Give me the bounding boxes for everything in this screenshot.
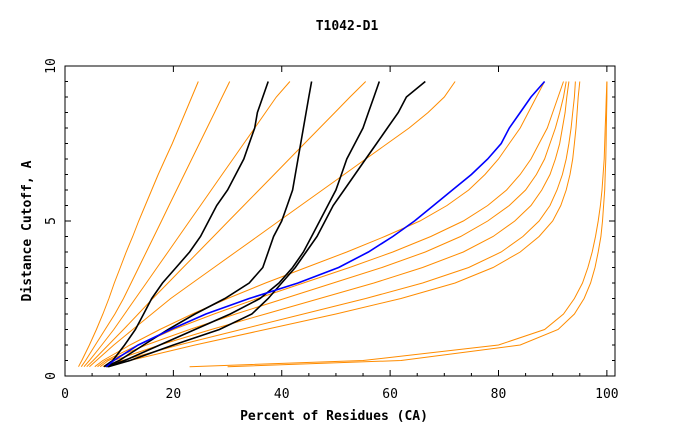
bulk-series-line-7 bbox=[99, 81, 567, 368]
x-axis-label: Percent of Residues (CA) bbox=[240, 409, 428, 424]
highlight-black-series-line-14 bbox=[105, 81, 313, 368]
highlight-blue-series-line-17 bbox=[105, 80, 546, 368]
bulk-series-line-12 bbox=[227, 81, 608, 368]
plot-frame bbox=[64, 65, 616, 377]
bulk-series-line-1 bbox=[80, 81, 231, 367]
highlight-black-series-line-16 bbox=[108, 80, 426, 368]
bulk-series-line-8 bbox=[102, 81, 570, 368]
y-tick-label-5: 5 bbox=[44, 217, 59, 225]
chart-title: T1042-D1 bbox=[316, 19, 379, 34]
y-axis-label: Distance Cutoff, A bbox=[20, 160, 35, 301]
highlight-black-series-line-15 bbox=[107, 81, 381, 368]
y-tick-label-0: 0 bbox=[44, 372, 59, 380]
bulk-series-line-6 bbox=[97, 81, 564, 368]
y-tick-label-10: 10 bbox=[44, 58, 59, 74]
x-tick-label-20: 20 bbox=[166, 387, 182, 402]
y-axis-ticks: 0 5 10 bbox=[44, 58, 615, 380]
bulk-series-line-11 bbox=[189, 81, 608, 368]
bulk-series-line-9 bbox=[105, 81, 576, 368]
bulk-series-line-3 bbox=[86, 81, 367, 368]
bulk-series-line-4 bbox=[89, 81, 456, 368]
x-tick-label-40: 40 bbox=[274, 387, 290, 402]
x-tick-label-80: 80 bbox=[491, 387, 507, 402]
x-tick-label-100: 100 bbox=[595, 387, 618, 402]
bulk-series-line-5 bbox=[94, 81, 546, 368]
bulk-series-line-10 bbox=[108, 81, 581, 368]
highlight-black-series-line-13 bbox=[103, 81, 269, 368]
x-tick-label-60: 60 bbox=[382, 387, 398, 402]
x-axis-ticks: 0 20 40 60 80 100 bbox=[61, 66, 619, 402]
x-tick-label-0: 0 bbox=[61, 387, 69, 402]
series-layer bbox=[78, 80, 608, 368]
bulk-series-line-2 bbox=[83, 81, 291, 368]
bulk-series-line-0 bbox=[78, 81, 199, 367]
